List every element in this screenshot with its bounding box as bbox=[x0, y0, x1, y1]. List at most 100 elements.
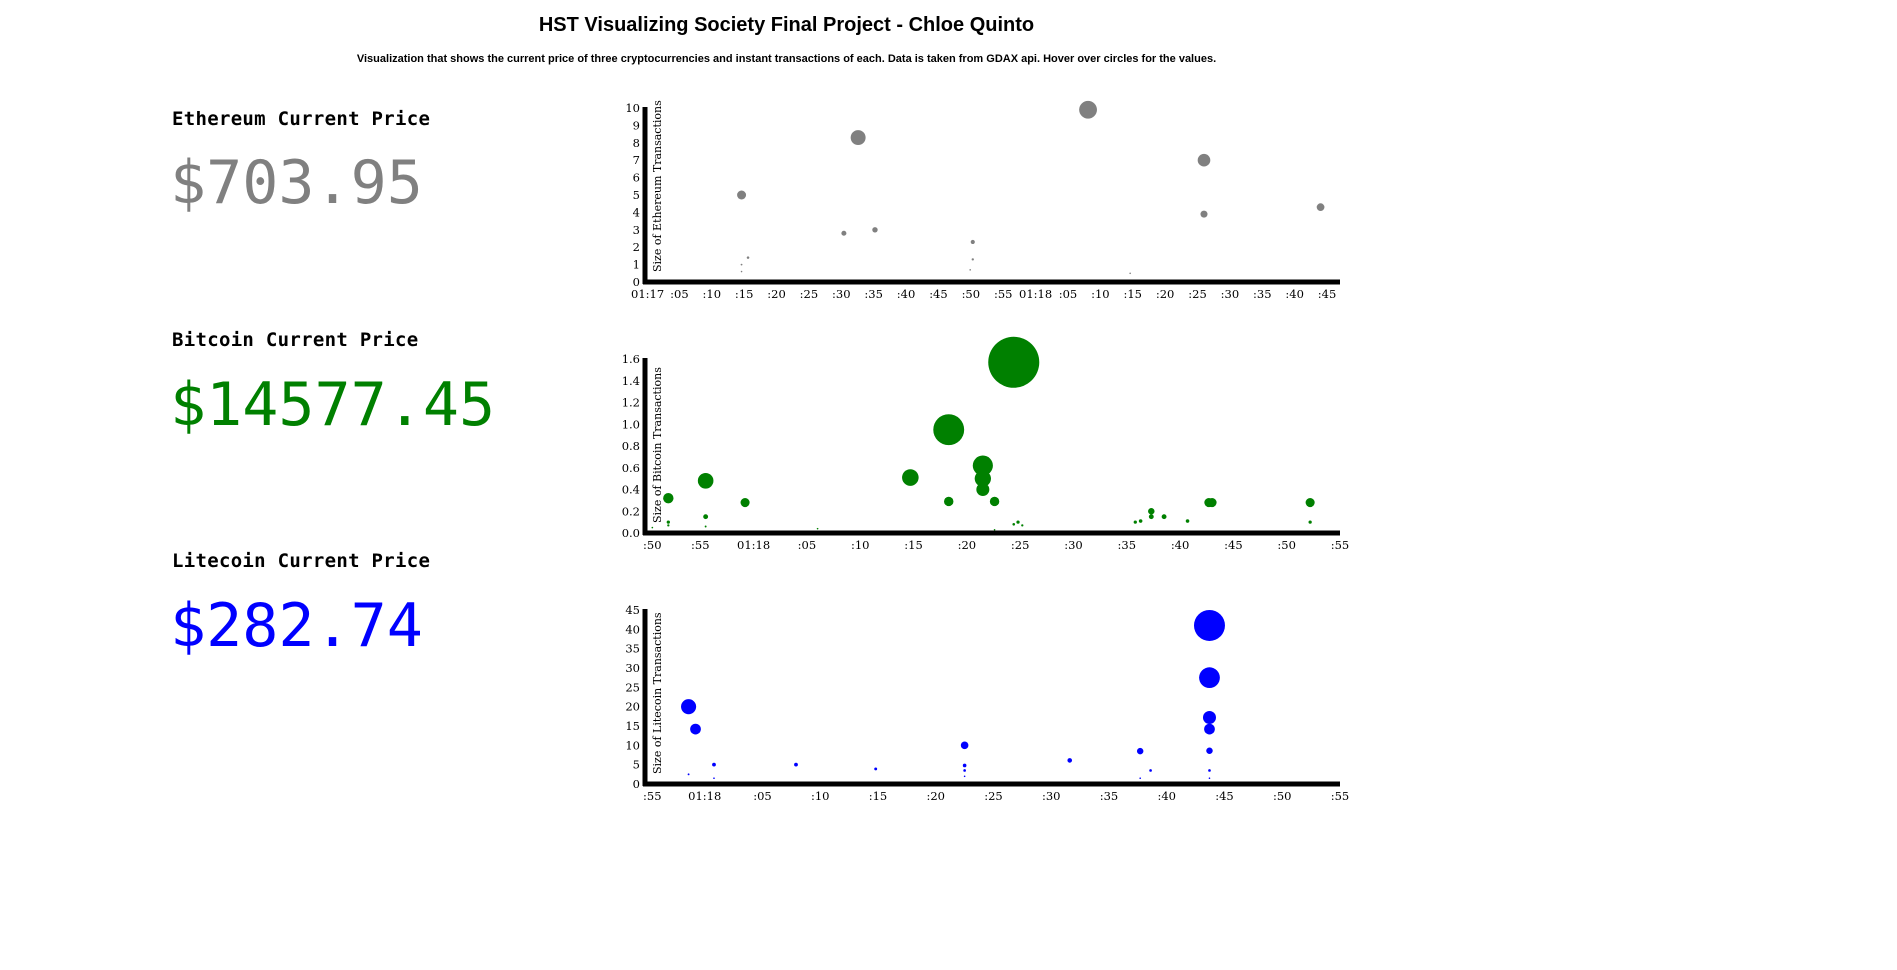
litecoin-transaction-point[interactable] bbox=[963, 775, 966, 778]
litecoin-transaction-point[interactable] bbox=[794, 762, 798, 767]
x-tick-label: :15 bbox=[735, 287, 754, 301]
y-tick-label: 0.2 bbox=[622, 504, 640, 518]
bitcoin-transaction-point[interactable] bbox=[703, 514, 709, 520]
bitcoin-transaction-point[interactable] bbox=[704, 525, 707, 528]
bitcoin-transaction-point[interactable] bbox=[1148, 514, 1154, 520]
bitcoin-transaction-point[interactable] bbox=[1185, 519, 1190, 523]
bitcoin-transactions-chart: 0.0 0.2 0.4 0.6 0.8 1.0 1.2 1.4 1.6:50:55 01:18:0… bbox=[622, 336, 1350, 552]
bitcoin-transaction-point[interactable] bbox=[1207, 498, 1217, 508]
ethereum-transaction-point[interactable] bbox=[1197, 153, 1211, 167]
ethereum-transaction-point[interactable] bbox=[971, 258, 974, 261]
bitcoin-transaction-point[interactable] bbox=[1305, 498, 1315, 508]
bitcoin-transaction-point[interactable] bbox=[974, 470, 991, 487]
ethereum-transaction-point[interactable] bbox=[746, 256, 750, 259]
bitcoin-transaction-point[interactable] bbox=[740, 498, 750, 508]
ethereum-transaction-point[interactable] bbox=[1129, 272, 1131, 275]
litecoin-transaction-point[interactable] bbox=[713, 777, 715, 779]
litecoin-transaction-point[interactable] bbox=[1199, 667, 1220, 689]
litecoin-transaction-point[interactable] bbox=[712, 762, 716, 767]
litecoin-transaction-point[interactable] bbox=[1136, 747, 1144, 755]
x-tick-label: :55 bbox=[691, 538, 710, 552]
bitcoin-transaction-point[interactable] bbox=[651, 526, 654, 529]
litecoin-transaction-point[interactable] bbox=[1208, 777, 1211, 779]
x-tick-label: :45 bbox=[929, 287, 948, 301]
bitcoin-transaction-point[interactable] bbox=[972, 455, 993, 476]
ethereum-price-value: $703.95 bbox=[170, 148, 423, 218]
litecoin-transaction-point[interactable] bbox=[962, 763, 967, 768]
ethereum-transaction-point[interactable] bbox=[740, 270, 743, 273]
ethereum-transaction-point[interactable] bbox=[841, 230, 847, 236]
litecoin-transaction-point[interactable] bbox=[690, 723, 701, 735]
ethereum-transaction-point[interactable] bbox=[1316, 203, 1325, 212]
y-tick-label: 5 bbox=[633, 188, 640, 202]
litecoin-transaction-point[interactable] bbox=[1067, 758, 1073, 763]
bitcoin-transaction-point[interactable] bbox=[1308, 520, 1312, 524]
x-tick-label: 01:18 bbox=[688, 789, 721, 803]
x-tick-label: :20 bbox=[958, 538, 977, 552]
litecoin-transaction-point[interactable] bbox=[1149, 769, 1152, 772]
litecoin-transaction-point[interactable] bbox=[963, 769, 966, 772]
litecoin-transaction-point[interactable] bbox=[1206, 747, 1213, 754]
litecoin-transaction-point[interactable] bbox=[687, 773, 690, 776]
bitcoin-transaction-point[interactable] bbox=[933, 414, 965, 446]
x-tick-label: :15 bbox=[904, 538, 923, 552]
ethereum-transaction-point[interactable] bbox=[1200, 210, 1208, 218]
ethereum-transactions-chart: 0 1 2 3 4 5 6 7 8 9 10 01:17:05:10:15:20:25:30:35:4… bbox=[625, 100, 1340, 301]
bitcoin-transaction-point[interactable] bbox=[667, 524, 670, 527]
bitcoin-transaction-point[interactable] bbox=[1021, 524, 1024, 527]
bitcoin-transaction-point[interactable] bbox=[697, 473, 714, 489]
x-tick-label: :15 bbox=[1123, 287, 1142, 301]
x-tick-label: :55 bbox=[1331, 538, 1350, 552]
bitcoin-transaction-point[interactable] bbox=[1161, 514, 1167, 520]
y-axis-title: Size of Litecoin Transactions bbox=[651, 612, 664, 774]
bitcoin-transaction-point[interactable] bbox=[1012, 523, 1016, 526]
bitcoin-transaction-point[interactable] bbox=[976, 483, 990, 496]
bitcoin-transaction-point[interactable] bbox=[1148, 508, 1155, 515]
bitcoin-transaction-point[interactable] bbox=[993, 528, 996, 531]
ethereum-transaction-point[interactable] bbox=[740, 263, 743, 266]
bitcoin-transaction-point[interactable] bbox=[944, 496, 954, 507]
bitcoin-transaction-point[interactable] bbox=[1133, 520, 1137, 524]
y-tick-label: 30 bbox=[625, 661, 640, 675]
y-tick-label: 1.0 bbox=[622, 417, 640, 431]
bitcoin-price-label: Bitcoin Current Price bbox=[172, 329, 419, 351]
litecoin-transaction-point[interactable] bbox=[1193, 609, 1225, 641]
litecoin-transaction-point[interactable] bbox=[1204, 723, 1215, 735]
x-tick-label: :25 bbox=[1011, 538, 1030, 552]
ethereum-transaction-point[interactable] bbox=[1079, 100, 1097, 119]
bitcoin-transaction-point[interactable] bbox=[816, 527, 819, 530]
litecoin-transaction-point[interactable] bbox=[960, 741, 969, 750]
litecoin-transaction-point[interactable] bbox=[1139, 777, 1141, 779]
ethereum-transaction-point[interactable] bbox=[737, 190, 747, 200]
litecoin-transaction-point[interactable] bbox=[1208, 769, 1211, 772]
x-tick-label: :05 bbox=[670, 287, 689, 301]
bitcoin-transaction-point[interactable] bbox=[666, 520, 670, 524]
ethereum-transaction-point[interactable] bbox=[872, 227, 878, 233]
y-tick-label: 4 bbox=[633, 205, 640, 219]
litecoin-transaction-point[interactable] bbox=[1202, 710, 1216, 724]
ethereum-transaction-point[interactable] bbox=[969, 269, 971, 271]
bitcoin-transaction-point[interactable] bbox=[1138, 519, 1143, 523]
x-tick-label: :50 bbox=[643, 538, 662, 552]
x-tick-label: :30 bbox=[832, 287, 851, 301]
y-tick-label: 7 bbox=[633, 153, 640, 167]
x-tick-label: :50 bbox=[1273, 789, 1292, 803]
x-tick-label: :50 bbox=[962, 287, 981, 301]
x-tick-label: :05 bbox=[1059, 287, 1078, 301]
litecoin-transaction-point[interactable] bbox=[874, 767, 878, 771]
bitcoin-transaction-point[interactable] bbox=[902, 469, 919, 486]
ethereum-transaction-point[interactable] bbox=[970, 239, 975, 245]
x-tick-label: :05 bbox=[753, 789, 772, 803]
bitcoin-transaction-point[interactable] bbox=[989, 496, 1000, 507]
y-tick-label: 9 bbox=[633, 118, 640, 132]
bitcoin-transaction-point[interactable] bbox=[1016, 520, 1020, 524]
y-tick-label: 0.8 bbox=[622, 439, 640, 453]
y-tick-label: 35 bbox=[625, 642, 640, 656]
ethereum-transaction-point[interactable] bbox=[850, 130, 866, 146]
bitcoin-transaction-point[interactable] bbox=[663, 493, 674, 504]
x-tick-label: :45 bbox=[1215, 789, 1234, 803]
y-tick-label: 45 bbox=[625, 603, 640, 617]
litecoin-transaction-point[interactable] bbox=[681, 699, 697, 715]
bitcoin-transaction-point[interactable] bbox=[988, 336, 1040, 388]
x-tick-label: :30 bbox=[1064, 538, 1083, 552]
